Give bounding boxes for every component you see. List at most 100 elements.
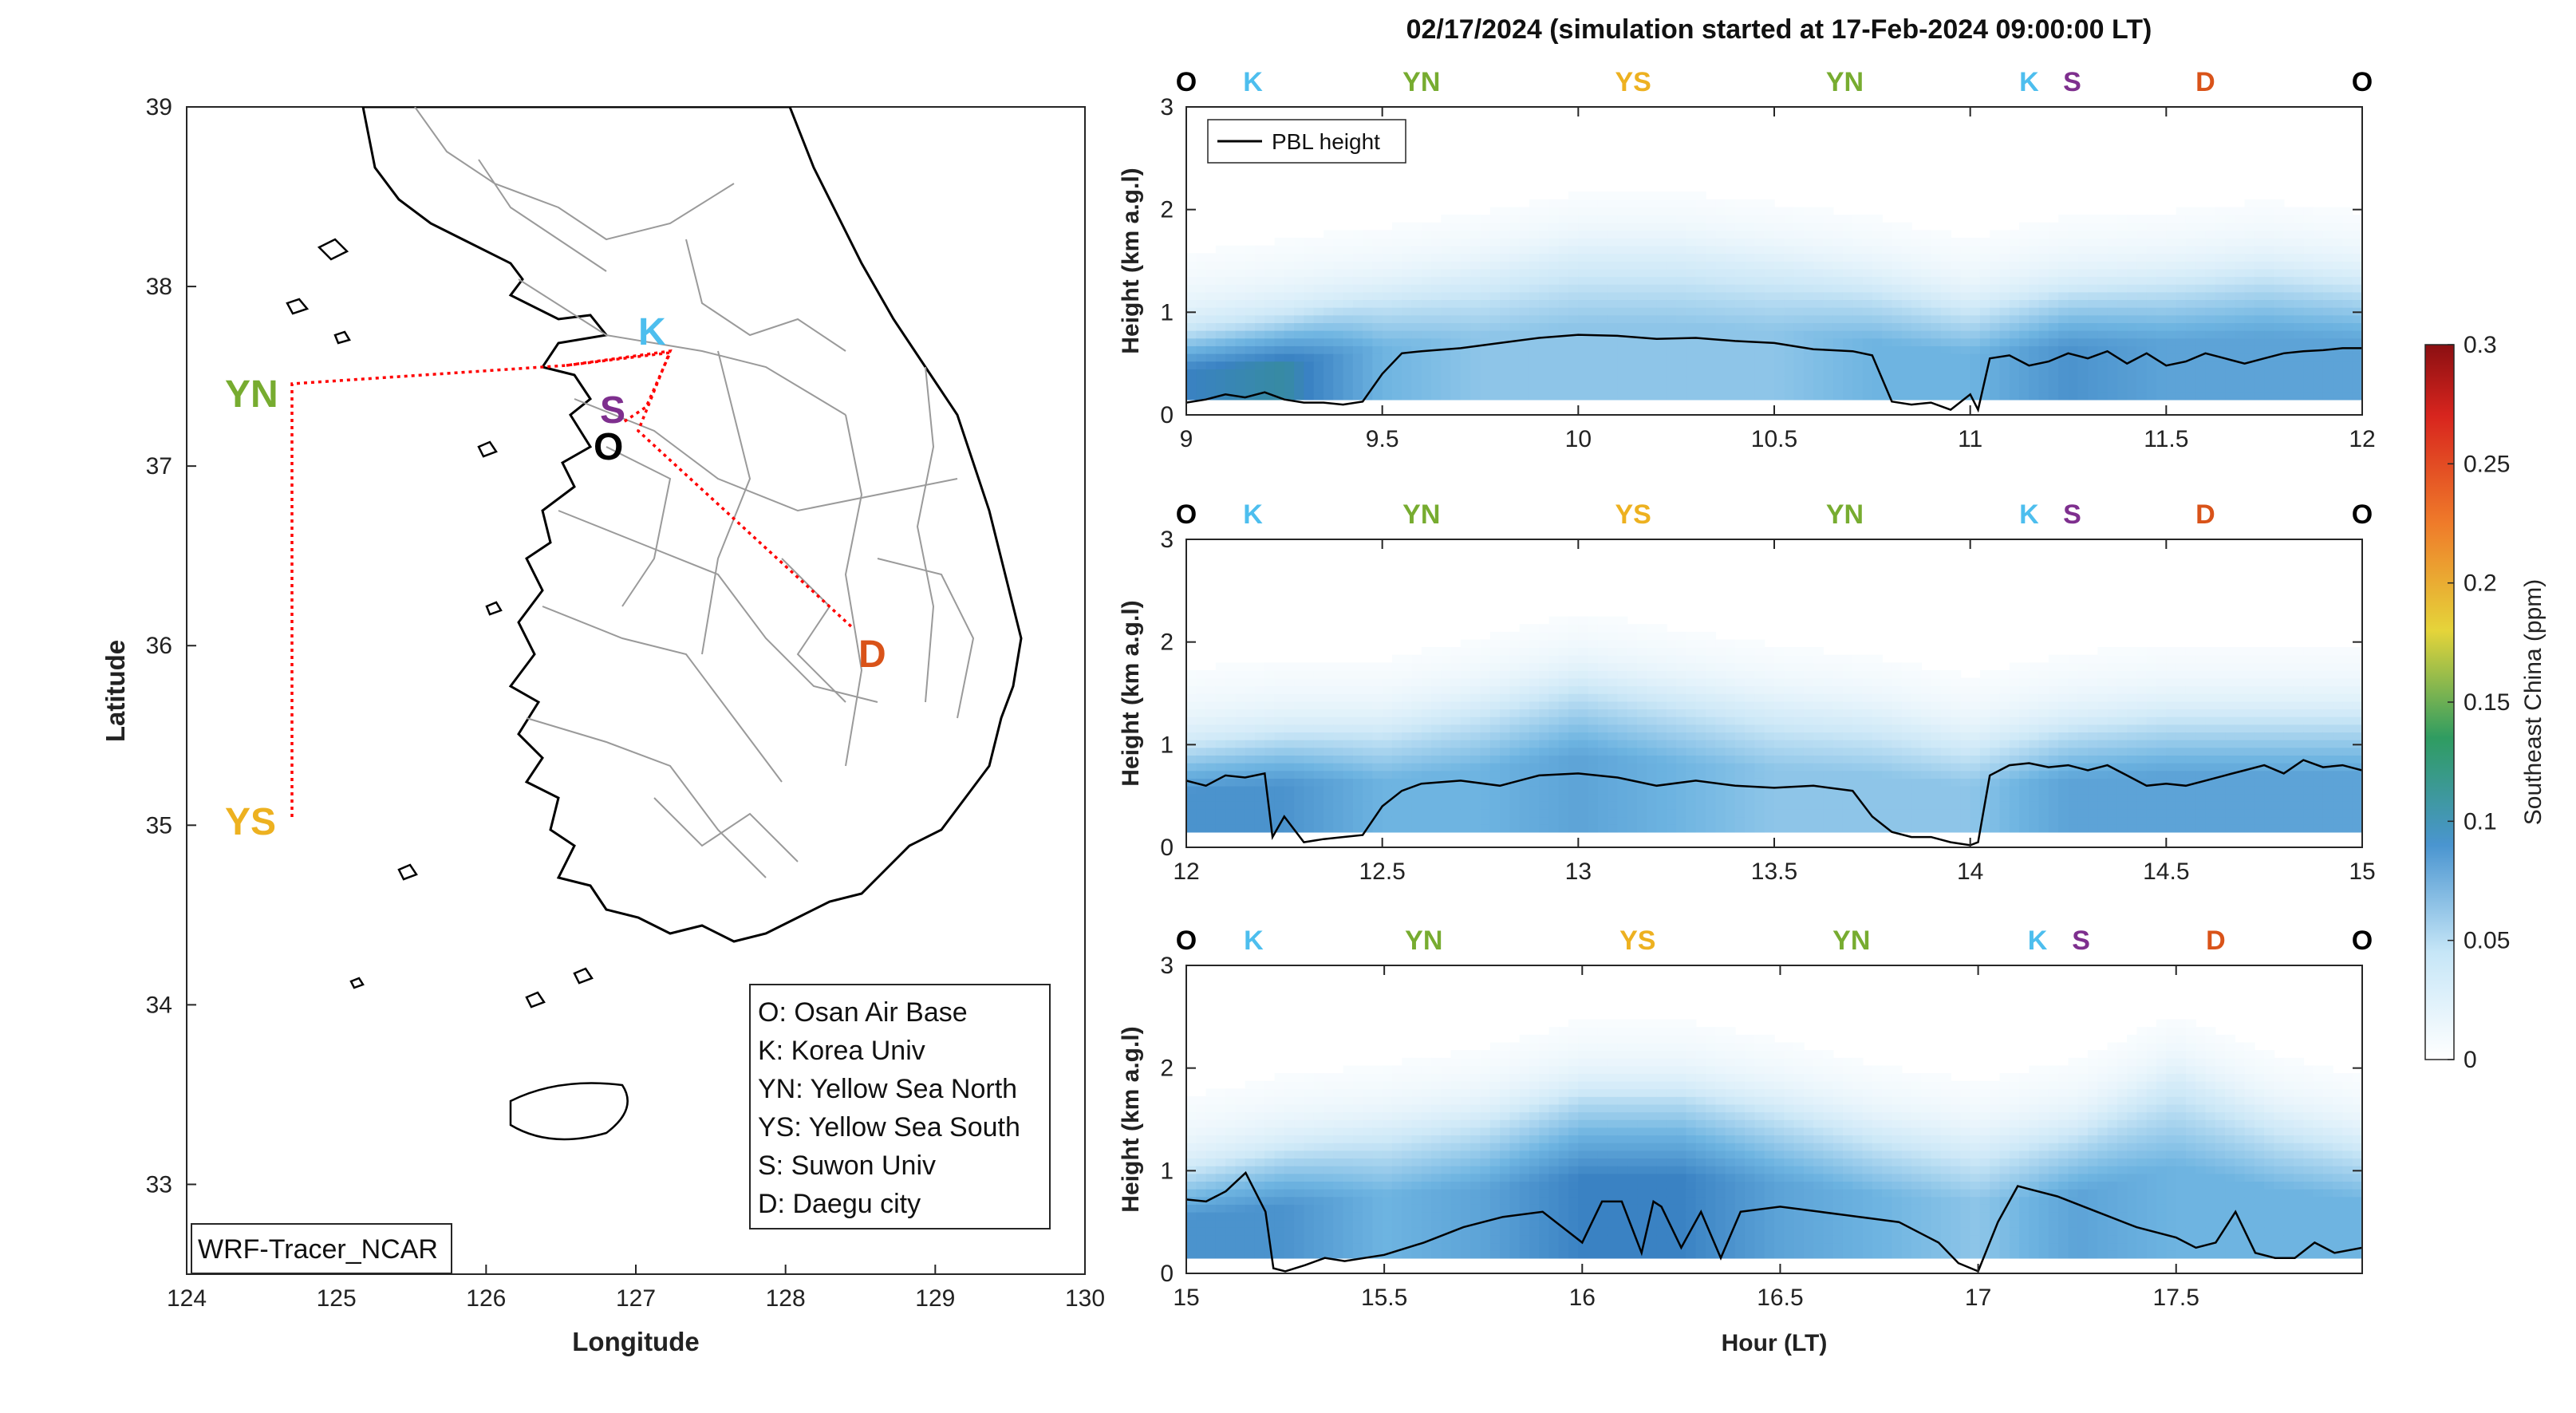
field-cell: [1931, 253, 1942, 262]
field-cell: [1951, 778, 1962, 787]
field-cell: [1450, 268, 1462, 278]
field-cell: [1892, 662, 1903, 671]
field-cell: [1402, 693, 1413, 702]
field-cell: [1754, 199, 1765, 208]
field-cell: [1245, 268, 1256, 278]
field-cell: [2029, 283, 2040, 293]
field-cell: [2303, 283, 2314, 293]
field-cell: [1441, 793, 1452, 802]
field-cell: [1500, 222, 1511, 231]
field-cell: [1215, 739, 1226, 748]
field-cell: [1578, 238, 1589, 247]
field-cell: [1725, 685, 1736, 694]
field-cell: [2146, 215, 2157, 223]
field-cell: [1921, 361, 1932, 369]
field-cell: [1901, 353, 1912, 362]
field-cell: [1676, 785, 1687, 795]
field-cell: [1892, 314, 1903, 323]
field-cell: [1813, 685, 1825, 694]
field-cell: [1294, 291, 1305, 301]
field-cell: [1402, 701, 1413, 710]
field-cell: [1901, 808, 1912, 818]
field-cell: [1215, 291, 1226, 301]
field-cell: [1706, 215, 1717, 223]
field-cell: [1254, 345, 1266, 354]
field-cell: [1882, 816, 1893, 825]
field-cell: [1695, 268, 1706, 278]
field-cell: [1872, 345, 1883, 354]
field-cell: [1608, 708, 1619, 717]
field-cell: [1940, 801, 1951, 810]
field-cell: [1921, 778, 1932, 787]
field-cell: [1784, 253, 1795, 262]
field-cell: [1901, 739, 1912, 748]
field-cell: [1323, 824, 1335, 833]
field-cell: [1500, 353, 1511, 362]
field-cell: [1352, 693, 1363, 702]
field-cell: [1617, 245, 1628, 255]
field-cell: [1725, 345, 1736, 354]
field-cell: [1832, 778, 1844, 787]
field-cell: [1754, 793, 1765, 802]
field-cell: [1215, 245, 1226, 255]
field-cell: [2029, 261, 2040, 270]
field-cell: [1450, 230, 1462, 239]
field-cell: [2009, 392, 2020, 401]
field-cell: [1519, 708, 1530, 717]
field-cell: [1548, 276, 1560, 285]
field-cell: [1725, 353, 1736, 362]
field-cell: [1608, 677, 1619, 687]
field-cell: [1304, 245, 1315, 255]
field-cell: [1862, 283, 1873, 293]
field-cell: [1901, 245, 1912, 255]
field-cell: [1391, 306, 1403, 316]
field-cell: [1921, 724, 1932, 733]
field-cell: [1460, 693, 1472, 702]
field-cell: [1264, 353, 1276, 362]
field-cell: [1519, 283, 1530, 293]
field-cell: [1695, 824, 1706, 833]
field-cell: [1363, 685, 1374, 694]
field-cell: [1990, 261, 2001, 270]
field-cell: [1578, 639, 1589, 648]
field-cell: [1352, 816, 1363, 825]
field-cell: [1509, 755, 1521, 764]
field-cell: [1441, 222, 1452, 231]
field-cell: [2166, 291, 2177, 301]
field-cell: [1274, 724, 1285, 733]
province-boundaries: [414, 107, 975, 878]
field-cell: [1803, 268, 1814, 278]
field-cell: [1391, 716, 1403, 725]
field-cell: [1382, 816, 1393, 825]
field-cell: [1637, 662, 1648, 671]
field-cell: [1196, 755, 1207, 764]
field-cell: [1764, 824, 1775, 833]
field-cell: [1235, 245, 1246, 255]
field-cell: [1529, 207, 1540, 215]
field-cell: [1558, 639, 1569, 648]
field-cell: [1509, 299, 1521, 308]
field-cell: [1304, 747, 1315, 756]
field-cell: [1196, 801, 1207, 810]
field-cell: [1852, 261, 1864, 270]
field-cell: [1872, 824, 1883, 833]
field-cell: [1715, 701, 1726, 710]
field-cell: [1480, 306, 1491, 316]
field-cell: [2048, 314, 2060, 323]
field-cell: [1460, 245, 1472, 255]
field-cell: [1734, 361, 1746, 369]
field-cell: [2244, 199, 2255, 208]
field-cell: [1617, 353, 1628, 362]
field-cell: [1372, 693, 1383, 702]
field-cell: [1363, 353, 1374, 362]
field-cell: [2077, 268, 2089, 278]
field-cell: [1225, 762, 1237, 772]
field-cell: [1597, 747, 1608, 756]
field-cell: [1509, 353, 1521, 362]
field-cell: [1568, 724, 1580, 733]
field-cell: [1617, 801, 1628, 810]
field-cell: [1656, 639, 1667, 648]
field-cell: [2156, 245, 2168, 255]
field-cell: [1539, 299, 1550, 308]
field-cell: [2313, 384, 2324, 393]
